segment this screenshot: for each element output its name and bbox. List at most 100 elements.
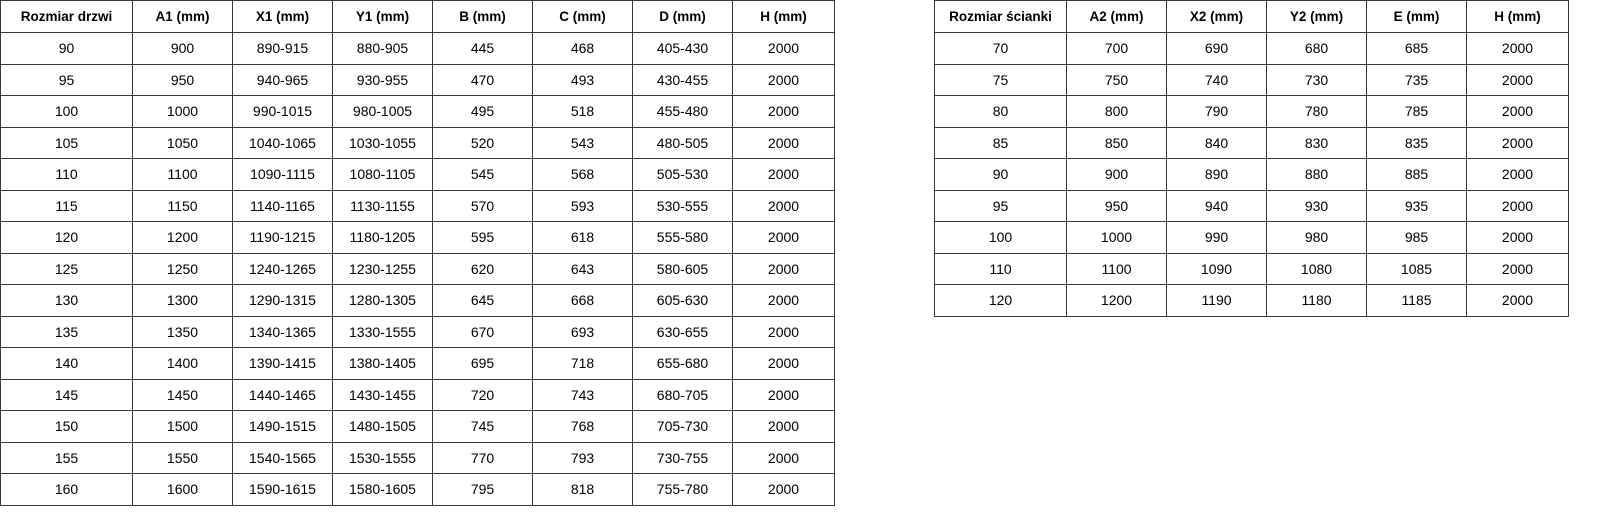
table-row: 140 1400 1390-1415 1380-1405 695 718 655-680 20…: [0, 347, 835, 380]
table-cell: 680: [1266, 32, 1367, 65]
table-header-row: Rozmiar drzwi A1 (mm) X1 (mm) Y1 (mm) B (mm)…: [0, 0, 835, 33]
table-row: 130 1300 1290-1315 1280-1305 645 668 605-630 20…: [0, 284, 835, 317]
table-cell: 518: [532, 95, 633, 128]
table-cell: 150: [0, 410, 133, 443]
table-cell: 930: [1266, 189, 1367, 222]
table-cell: 110: [0, 158, 133, 191]
table-cell: 1430-1455: [332, 378, 433, 411]
table-cell: 1080: [1266, 252, 1367, 285]
table-cell: 2000: [732, 126, 835, 159]
table-cell: 595: [432, 221, 533, 254]
table-cell: 145: [0, 378, 133, 411]
table-cell: 2000: [732, 158, 835, 191]
table-cell: 620: [432, 252, 533, 285]
table-cell: 990: [1166, 221, 1267, 254]
table-cell: 2000: [732, 441, 835, 474]
table-cell: 105: [0, 126, 133, 159]
column-header: X1 (mm): [232, 0, 333, 33]
table-cell: 655-680: [632, 347, 733, 380]
table-cell: 80: [934, 95, 1067, 128]
table-cell: 1250: [132, 252, 233, 285]
table-cell: 1200: [1066, 284, 1167, 317]
table-cell: 1440-1465: [232, 378, 333, 411]
table-cell: 1400: [132, 347, 233, 380]
table-cell: 780: [1266, 95, 1367, 128]
table-cell: 605-630: [632, 284, 733, 317]
table-cell: 850: [1066, 126, 1167, 159]
table-row: 145 1450 1440-1465 1430-1455 720 743 680-705 20…: [0, 378, 835, 411]
table-cell: 2000: [732, 63, 835, 96]
table-cell: 1300: [132, 284, 233, 317]
table-cell: 705-730: [632, 410, 733, 443]
table-cell: 768: [532, 410, 633, 443]
table-row: 120 1200 1190-1215 1180-1205 595 618 555-580 20…: [0, 221, 835, 254]
table-cell: 2000: [732, 284, 835, 317]
table-cell: 85: [934, 126, 1067, 159]
table-row: 90 900 890-915 880-905 445 468 405-430 2000: [0, 32, 835, 65]
table-cell: 890: [1166, 158, 1267, 191]
table-cell: 2000: [1466, 158, 1569, 191]
table-cell: 1090: [1166, 252, 1267, 285]
table-cell: 95: [934, 189, 1067, 222]
table-cell: 1480-1505: [332, 410, 433, 443]
table-cell: 495: [432, 95, 533, 128]
table-cell: 2000: [732, 378, 835, 411]
table-row: 115 1150 1140-1165 1130-1155 570 593 530-555 20…: [0, 189, 835, 222]
table-cell: 1050: [132, 126, 233, 159]
table-cell: 1100: [132, 158, 233, 191]
table-cell: 800: [1066, 95, 1167, 128]
table-cell: 935: [1366, 189, 1467, 222]
table-cell: 643: [532, 252, 633, 285]
table-cell: 1185: [1366, 284, 1467, 317]
table-row: 90 900 890 880 885 2000: [934, 158, 1569, 191]
table-cell: 1000: [132, 95, 233, 128]
table-cell: 700: [1066, 32, 1167, 65]
column-header: A2 (mm): [1066, 0, 1167, 33]
table-cell: 2000: [732, 347, 835, 380]
table-cell: 1530-1555: [332, 441, 433, 474]
table-cell: 1390-1415: [232, 347, 333, 380]
table-cell: 690: [1166, 32, 1267, 65]
table-cell: 580-605: [632, 252, 733, 285]
table-cell: 570: [432, 189, 533, 222]
table-cell: 505-530: [632, 158, 733, 191]
table-cell: 1190: [1166, 284, 1267, 317]
table-cell: 2000: [732, 410, 835, 443]
table-cell: 2000: [732, 252, 835, 285]
table-cell: 1100: [1066, 252, 1167, 285]
table-cell: 2000: [1466, 63, 1569, 96]
table-cell: 900: [132, 32, 233, 65]
table-cell: 835: [1366, 126, 1467, 159]
table-cell: 1190-1215: [232, 221, 333, 254]
table-cell: 530-555: [632, 189, 733, 222]
table-cell: 793: [532, 441, 633, 474]
column-header: C (mm): [532, 0, 633, 33]
column-header: A1 (mm): [132, 0, 233, 33]
table-cell: 880-905: [332, 32, 433, 65]
table-cell: 1030-1055: [332, 126, 433, 159]
table-cell: 110: [934, 252, 1067, 285]
table-cell: 1000: [1066, 221, 1167, 254]
table-cell: 795: [432, 473, 533, 506]
table-cell: 120: [0, 221, 133, 254]
column-header: Rozmiar drzwi: [0, 0, 133, 33]
table-cell: 2000: [1466, 32, 1569, 65]
table-cell: 743: [532, 378, 633, 411]
table-cell: 950: [1066, 189, 1167, 222]
table-cell: 1090-1115: [232, 158, 333, 191]
table-row: 150 1500 1490-1515 1480-1505 745 768 705-730 20…: [0, 410, 835, 443]
table-cell: 568: [532, 158, 633, 191]
table-cell: 2000: [732, 189, 835, 222]
table-cell: 1290-1315: [232, 284, 333, 317]
table-row: 105 1050 1040-1065 1030-1055 520 543 480-505 20…: [0, 126, 835, 159]
table-cell: 668: [532, 284, 633, 317]
table-row: 85 850 840 830 835 2000: [934, 126, 1569, 159]
table-cell: 520: [432, 126, 533, 159]
table-cell: 468: [532, 32, 633, 65]
table-cell: 840: [1166, 126, 1267, 159]
table-cell: 1240-1265: [232, 252, 333, 285]
table-cell: 455-480: [632, 95, 733, 128]
table-cell: 545: [432, 158, 533, 191]
table-cell: 160: [0, 473, 133, 506]
table-cell: 2000: [1466, 95, 1569, 128]
